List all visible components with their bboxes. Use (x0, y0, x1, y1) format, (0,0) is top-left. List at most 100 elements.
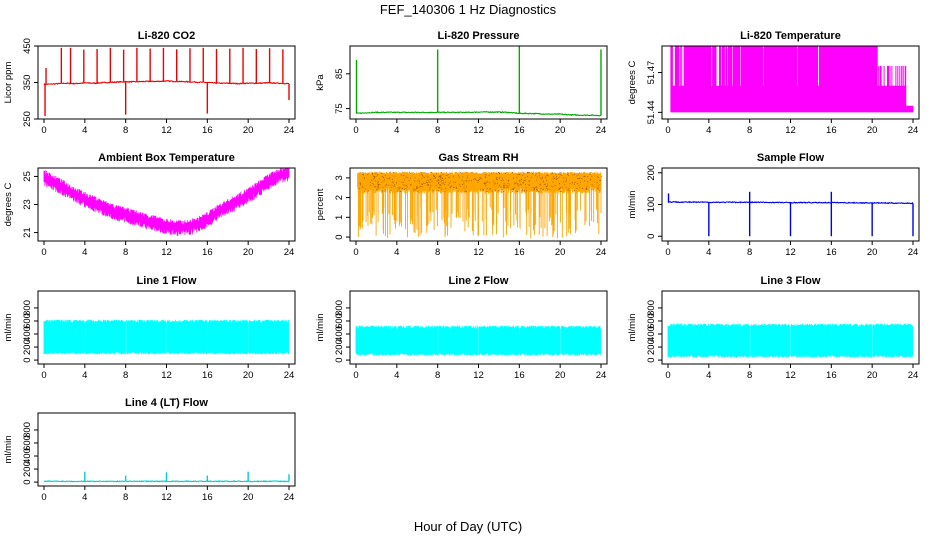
y-axis-label: ml/min (627, 314, 638, 342)
x-tick-label: 24 (284, 492, 295, 503)
y-axis-label: ml/min (315, 314, 326, 342)
y-tick-label: 200 (334, 339, 345, 355)
x-tick-label: 8 (123, 370, 128, 381)
y-tick-label: 0 (646, 357, 657, 362)
plot-area (667, 191, 914, 237)
y-tick-label: 0 (334, 357, 345, 362)
figure-title: FEF_140306 1 Hz Diagnostics (380, 2, 557, 17)
x-tick-label: 12 (161, 370, 172, 381)
x-tick-label: 16 (514, 125, 525, 136)
y-tick-label: 400 (22, 326, 33, 342)
x-tick-label: 8 (435, 125, 440, 136)
x-tick-label: 8 (435, 247, 440, 258)
series-line (43, 80, 290, 86)
x-tick-label: 8 (747, 125, 752, 136)
x-tick-label: 4 (394, 247, 399, 258)
rh-points (357, 171, 602, 239)
panel-6: Sample Flow ml/min 0 4 8 12 16 20 24 0 100 200 (627, 152, 920, 258)
flow-band (355, 325, 602, 356)
y-tick-label: 600 (646, 313, 657, 329)
plot-frame (349, 45, 608, 120)
plot-area (667, 323, 914, 358)
x-tick-label: 24 (908, 370, 919, 381)
panel-title: Line 3 Flow (761, 275, 821, 287)
temperature-levels (670, 46, 914, 113)
y-tick-label: 200 (646, 339, 657, 355)
y-axis-label: ml/min (627, 191, 638, 219)
y-tick-label: 75 (334, 103, 345, 114)
panel-title: Line 2 Flow (449, 275, 509, 287)
rh-dark-points (359, 171, 602, 192)
plot-area (43, 168, 290, 236)
x-tick-label: 4 (82, 492, 87, 503)
panel-10: Line 4 (LT) Flow ml/min 0 4 8 12 16 20 24 0 200400… (3, 397, 296, 503)
x-tick-label: 16 (202, 492, 213, 503)
x-tick-label: 16 (826, 125, 837, 136)
x-tick-label: 12 (473, 125, 484, 136)
y-tick-label: 450 (22, 38, 33, 54)
x-tick-label: 0 (665, 370, 670, 381)
x-tick-label: 12 (785, 370, 796, 381)
plot-area (670, 46, 914, 113)
x-axis-label: Hour of Day (UTC) (414, 519, 522, 534)
y-tick-label: 800 (646, 300, 657, 316)
x-tick-label: 0 (665, 247, 670, 258)
panel-title: Li-820 Pressure (438, 30, 520, 42)
x-tick-label: 0 (41, 247, 46, 258)
x-tick-label: 8 (747, 370, 752, 381)
x-tick-label: 0 (41, 125, 46, 136)
y-axis-label: ml/min (3, 436, 14, 464)
x-tick-label: 16 (202, 247, 213, 258)
x-tick-label: 12 (785, 247, 796, 258)
x-tick-label: 4 (706, 247, 711, 258)
x-tick-label: 4 (706, 370, 711, 381)
x-tick-label: 12 (473, 247, 484, 258)
x-tick-label: 0 (353, 247, 358, 258)
plot-area (355, 46, 602, 117)
panel-title: Line 4 (LT) Flow (125, 397, 208, 409)
x-tick-label: 20 (555, 125, 566, 136)
x-tick-label: 0 (353, 370, 358, 381)
y-axis-label: degrees C (627, 60, 638, 104)
x-tick-label: 24 (284, 125, 295, 136)
x-tick-label: 24 (908, 125, 919, 136)
x-tick-label: 24 (596, 370, 607, 381)
x-tick-label: 4 (82, 247, 87, 258)
plot-area (43, 319, 290, 355)
x-tick-label: 16 (514, 370, 525, 381)
x-tick-label: 0 (41, 370, 46, 381)
y-tick-label: 800 (334, 300, 345, 316)
y-tick-label: 0 (334, 234, 345, 239)
y-tick-label: 51.44 (646, 100, 657, 124)
x-tick-label: 8 (747, 247, 752, 258)
x-tick-label: 0 (665, 125, 670, 136)
x-tick-label: 24 (596, 125, 607, 136)
x-tick-label: 16 (514, 247, 525, 258)
x-tick-label: 8 (123, 492, 128, 503)
x-tick-label: 0 (353, 125, 358, 136)
panel-2: Li-820 Pressure kPa 0 4 8 12 16 20 24 75 85 (315, 30, 608, 136)
x-tick-label: 20 (555, 370, 566, 381)
panel-title: Sample Flow (757, 152, 825, 164)
x-tick-label: 20 (243, 370, 254, 381)
x-tick-label: 16 (826, 370, 837, 381)
plot-area (357, 171, 602, 239)
panel-4: Ambient Box Temperature degrees C 0 4 8 12 16 2… (3, 152, 296, 258)
x-tick-label: 24 (908, 247, 919, 258)
plot-area (43, 47, 290, 117)
x-tick-label: 24 (284, 370, 295, 381)
y-tick-label: 85 (334, 69, 345, 80)
x-tick-label: 8 (123, 247, 128, 258)
y-tick-label: 2 (334, 195, 345, 200)
y-axis-label: ml/min (3, 314, 14, 342)
x-tick-label: 4 (394, 370, 399, 381)
y-tick-label: 600 (22, 435, 33, 451)
x-tick-label: 4 (394, 125, 399, 136)
x-tick-label: 20 (867, 247, 878, 258)
y-tick-label: 400 (22, 448, 33, 464)
y-axis-label: percent (315, 188, 326, 220)
panel-9: Line 3 Flow ml/min 0 4 8 12 16 20 24 0 20040060080… (627, 275, 920, 381)
